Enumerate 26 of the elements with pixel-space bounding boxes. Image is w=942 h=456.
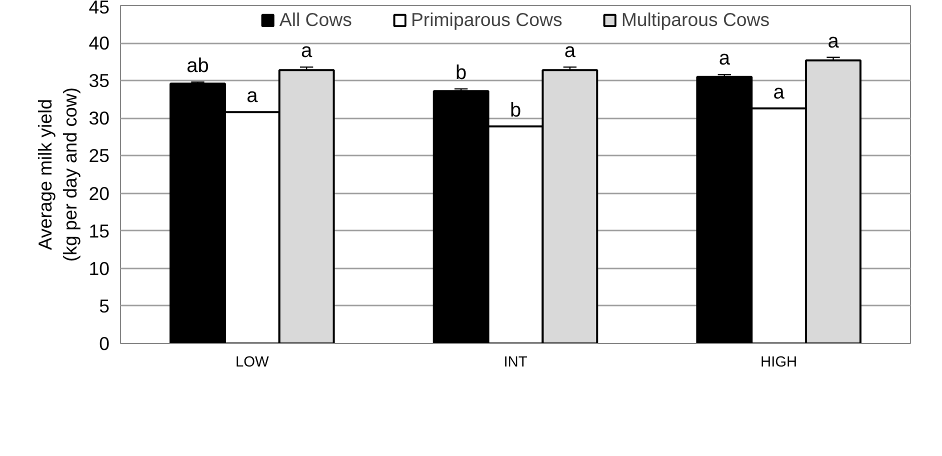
- y-tick-label: 20: [88, 182, 110, 204]
- y-tick-label: 25: [88, 145, 110, 166]
- legend-label: Multiparous Cows: [621, 9, 770, 31]
- data-label: a: [564, 40, 576, 62]
- y-tick-label: 30: [88, 108, 110, 129]
- y-tick-label: 0: [99, 333, 110, 354]
- data-label: a: [246, 85, 259, 108]
- y-tick-label: 15: [88, 220, 110, 242]
- y-tick-label: 10: [88, 258, 110, 279]
- x-tick-label: INT: [504, 354, 528, 370]
- x-tick-label: LOW: [235, 354, 270, 370]
- data-label: a: [718, 48, 731, 70]
- x-tick-label: HIGH: [760, 354, 798, 370]
- legend-label: Primiparous Cows: [410, 9, 562, 31]
- y-tick-label: 5: [99, 295, 110, 316]
- y-tick-label: 35: [88, 70, 110, 92]
- legend-label: All Cows: [279, 9, 352, 31]
- y-tick-label: 40: [88, 32, 110, 54]
- data-label: b: [510, 99, 522, 122]
- data-label: a: [828, 30, 840, 52]
- y-axis-title: Average milk yield (kg per day and cow): [34, 87, 81, 262]
- data-label: ab: [186, 55, 209, 78]
- data-label: a: [773, 81, 786, 104]
- data-label: b: [456, 62, 467, 84]
- data-label: a: [301, 40, 314, 62]
- y-tick-label: 45: [88, 0, 110, 18]
